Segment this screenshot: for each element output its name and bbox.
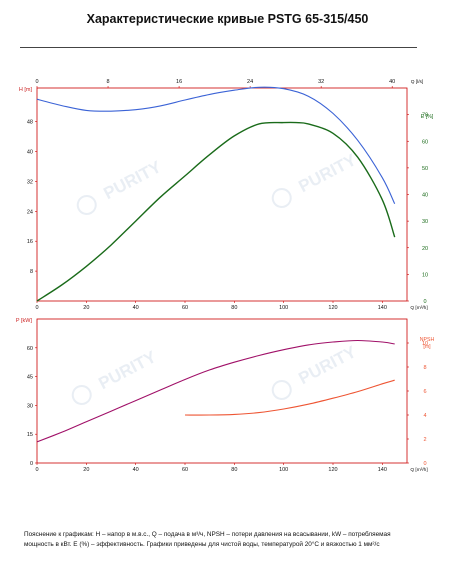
bottom-right-tick-label: 8 [423,365,426,371]
watermark-2: PURITY [71,347,160,405]
bottom-left-tick-label: 30 [27,403,33,409]
title-divider [20,47,417,48]
top-left-axis-label: H [m] [19,87,33,93]
top-left-tick-label: 8 [30,269,33,275]
watermark-text: PURITY [95,347,160,393]
bottom-right-tick-label: 0 [423,461,426,467]
footnote-line-2: мощность в кВт. E (%) – эффективность. Г… [24,541,380,548]
top-top-tick-label: 24 [247,79,253,85]
watermark-text: PURITY [295,342,360,388]
bottom-left-tick-label: 45 [27,375,33,381]
top-x-tick-label: 100 [279,305,288,311]
watermark-text: PURITY [295,150,360,196]
watermark-logo-icon [76,194,97,215]
bottom-x-tick-label: 60 [182,467,188,473]
watermark-logo-icon [71,384,92,405]
top-x-tick-label: 140 [378,305,387,311]
top-left-tick-label: 48 [27,120,33,126]
chart-title: Характеристические кривые PSTG 65-315/45… [86,12,369,26]
bottom-x-tick-label: 140 [378,467,387,473]
top-right-tick-label: 20 [422,246,428,252]
bottom-x-unit-label: Q [m³/h] [410,467,427,473]
footnote-line-1: Пояснение к графикам: H – напор в м.в.с.… [24,531,391,538]
top-x-tick-label: 120 [328,305,337,311]
top-left-tick-label: 40 [27,150,33,156]
top-right-tick-label: 70 [422,113,428,119]
top-x-tick-label: 0 [35,305,38,311]
bottom-x-tick-label: 120 [328,467,337,473]
bottom-right-axis-label: NPSH [420,337,435,343]
top-right-axis-label: E [%] [421,114,434,120]
bottom-right-tick-label: 10 [422,341,428,347]
watermark-text: PURITY [100,157,165,203]
bottom-x-tick-label: 0 [35,467,38,473]
bottom-x-tick-label: 100 [279,467,288,473]
top-top-tick-label: 32 [318,79,324,85]
bottom-left-tick-label: 60 [27,346,33,352]
watermark-1: PURITY [271,150,360,208]
top-top-tick-label: 0 [35,79,38,85]
bottom-x-tick-label: 20 [83,467,89,473]
bottom-x-tick-label: 40 [133,467,139,473]
bottom-left-tick-label: 15 [27,432,33,438]
watermark-logo-icon [271,187,292,208]
bottom-right-axis-unit: [m] [423,344,431,350]
top-left-tick-label: 16 [27,239,33,245]
top-right-tick-label: 40 [422,193,428,199]
bottom-x-tick-label: 80 [231,467,237,473]
bottom-right-tick-label: 2 [423,437,426,443]
top-x-tick-label: 60 [182,305,188,311]
watermark-0: PURITY [76,157,165,215]
bottom-right-tick-label: 4 [423,413,426,419]
bottom-right-tick-label: 6 [423,389,426,395]
bottom-left-axis-label: P [kW] [16,318,33,324]
top-top-unit-label: Q [l/s] [411,79,424,85]
head-curve [36,86,396,205]
watermark-logo-icon [271,379,292,400]
chart-footnote: Пояснение к графикам: H – напор в м.в.с.… [24,530,434,550]
npsh-curve [184,379,395,416]
power-curve [36,339,395,443]
top-plot-frame [36,87,408,302]
bottom-left-tick-label: 0 [30,461,33,467]
top-x-unit-label: Q [m³/h] [410,305,427,311]
watermark-3: PURITY [271,342,360,400]
top-right-tick-label: 10 [422,272,428,278]
top-x-tick-label: 80 [231,305,237,311]
top-top-tick-label: 40 [389,79,395,85]
top-x-tick-label: 20 [83,305,89,311]
top-top-tick-label: 8 [107,79,110,85]
top-right-tick-label: 30 [422,219,428,225]
top-right-tick-label: 0 [423,299,426,305]
top-left-tick-label: 24 [27,209,33,215]
top-right-tick-label: 60 [422,139,428,145]
top-top-tick-label: 16 [176,79,182,85]
top-x-tick-label: 40 [133,305,139,311]
efficiency-curve [36,121,396,302]
top-right-tick-label: 50 [422,166,428,172]
top-left-tick-label: 32 [27,179,33,185]
